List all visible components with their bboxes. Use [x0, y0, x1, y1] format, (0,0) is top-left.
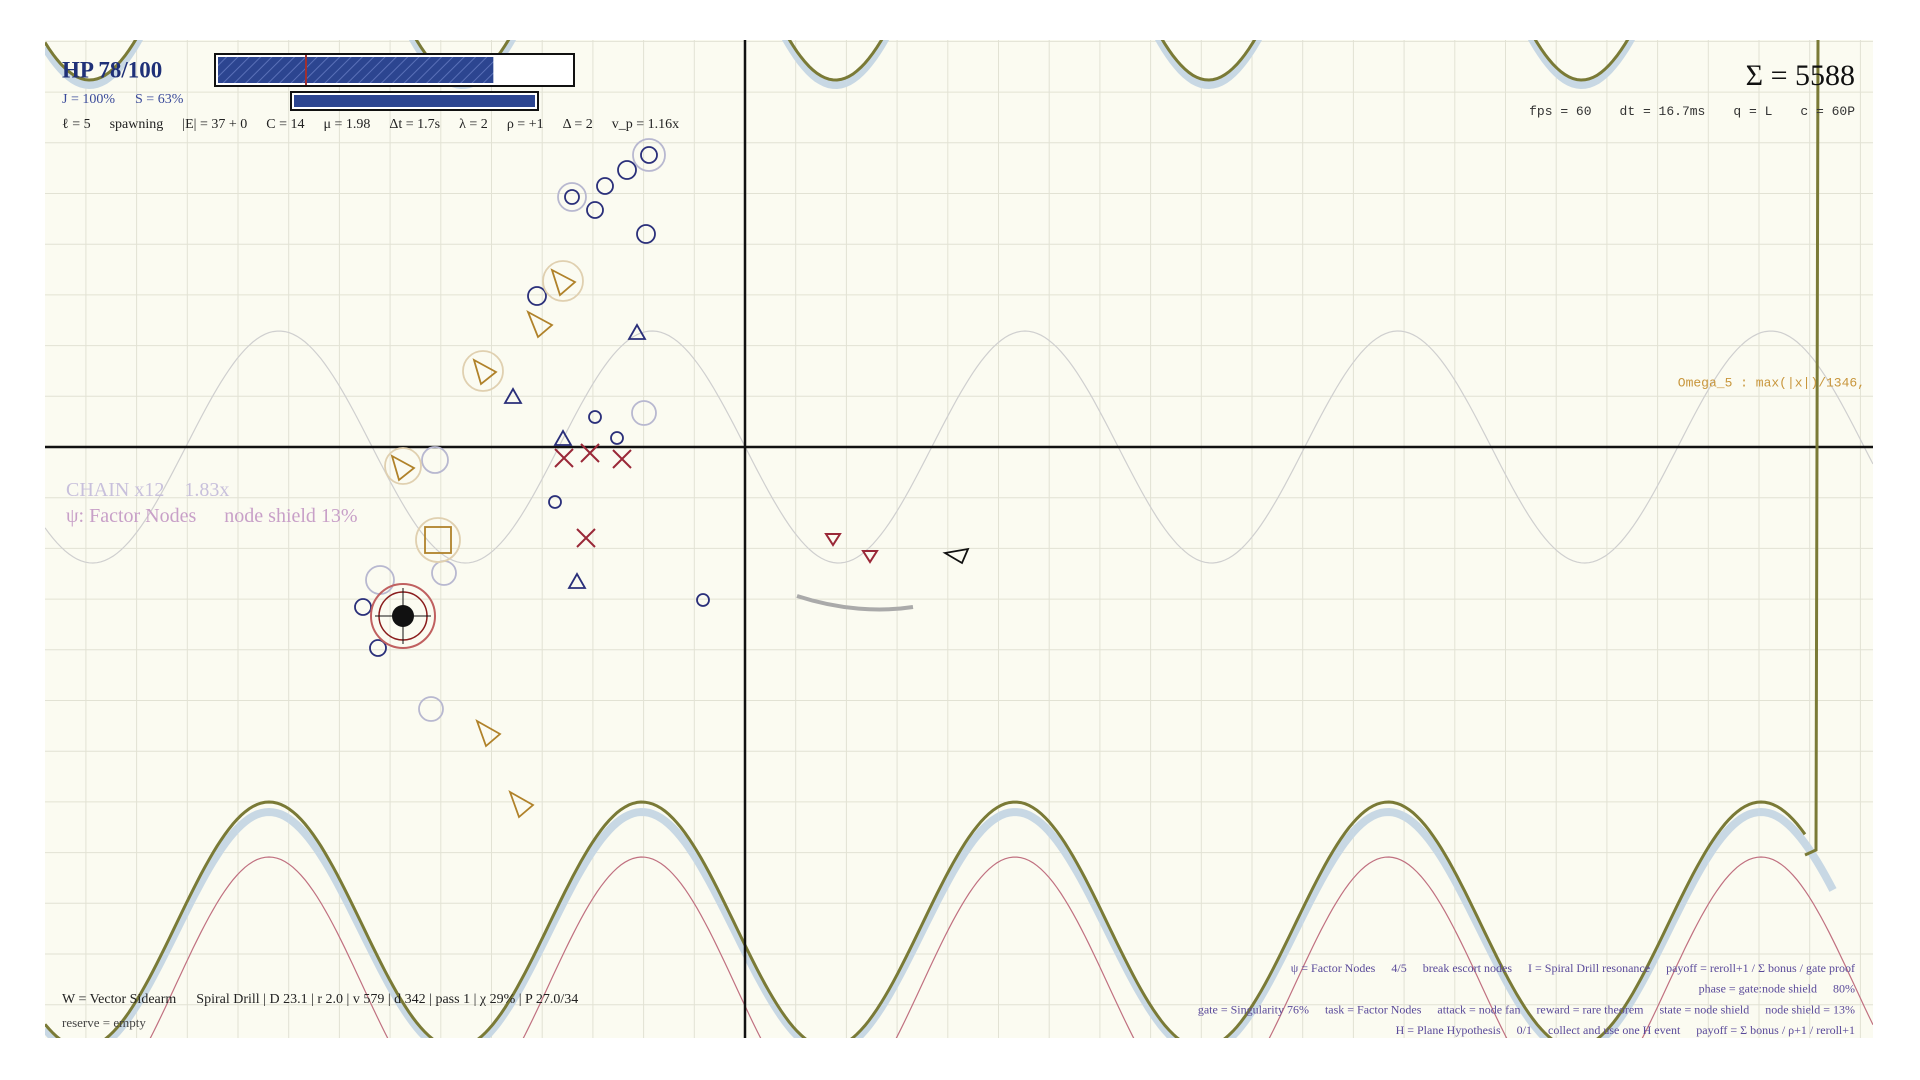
- shield: node shield 13%: [224, 505, 357, 527]
- weapon-line: W = Vector Sidearm Spiral Drill | D 23.1 …: [62, 992, 578, 1007]
- arena: [45, 40, 1873, 1038]
- stat: ℓ = 5: [62, 117, 91, 132]
- hp-label: HP 78/100: [62, 57, 162, 82]
- score: Σ = 5588: [1746, 59, 1855, 92]
- objective-item: 0/1: [1517, 1023, 1532, 1037]
- curves: [45, 40, 1873, 1038]
- objective-item: break escort nodes: [1423, 961, 1513, 975]
- omega-formula: Omega_5 : max(|x|)/1346,: [1678, 375, 1865, 390]
- chain-multiplier: 1.83x: [184, 479, 229, 501]
- objective-item: task = Factor Nodes: [1325, 1002, 1422, 1016]
- enemies: [354, 138, 970, 819]
- stat: μ = 1.98: [323, 117, 370, 132]
- objective-line: phase = gate:node shield 80%: [1699, 981, 1855, 995]
- perf-stat: c = 60P: [1800, 104, 1855, 119]
- objective-item: H = Plane Hypothesis: [1396, 1023, 1501, 1037]
- objective-item: payoff = Σ bonus / ρ+1 / reroll+1: [1696, 1023, 1855, 1037]
- player: [370, 583, 436, 649]
- objective-line: ψ = Factor Nodes 4/5 break escort nodes I =…: [1291, 961, 1855, 975]
- weapon: W = Vector Sidearm: [62, 992, 176, 1007]
- wave: [149, 856, 1873, 1038]
- objective-item: collect and use one H event: [1548, 1023, 1681, 1037]
- wave: [45, 40, 1636, 90]
- wave: [45, 807, 1837, 1038]
- stat: λ = 2: [459, 117, 488, 132]
- stat: S = 63%: [135, 92, 184, 107]
- objective-item: 4/5: [1391, 961, 1406, 975]
- stat: ρ = +1: [507, 117, 544, 132]
- objective-line: gate = Singularity 76% task = Factor Node…: [1198, 1002, 1855, 1016]
- objective-item: 80%: [1833, 981, 1855, 995]
- wave: [45, 40, 1630, 82]
- perf-stat: dt = 16.7ms: [1620, 104, 1706, 119]
- objective-item: node shield = 13%: [1765, 1002, 1855, 1016]
- wave: [45, 330, 1873, 564]
- stat: v_p = 1.16x: [612, 117, 679, 132]
- stats-1: J = 100% S = 63%: [62, 92, 184, 107]
- objective-item: state = node shield: [1659, 1002, 1749, 1016]
- chain: CHAIN x12 1.83x: [66, 479, 229, 501]
- objectives: ψ = Factor Nodes 4/5 break escort nodes I =…: [1198, 961, 1855, 1037]
- stat: Δ = 2: [563, 117, 593, 132]
- stat: |E| = 37 + 0: [182, 117, 247, 132]
- perf-stat: fps = 60: [1529, 104, 1591, 119]
- shield-bar-fill: [294, 95, 535, 107]
- perf-stats: fps = 60 dt = 16.7ms q = L c = 60P: [1529, 104, 1855, 119]
- objective-item: I = Spiral Drill resonance: [1528, 961, 1650, 975]
- perf-stat: q = L: [1733, 104, 1772, 119]
- objective-item: phase = gate:node shield: [1699, 981, 1817, 995]
- objective: ψ: Factor Nodes: [66, 505, 196, 527]
- objective-item: gate = Singularity 76%: [1198, 1002, 1309, 1016]
- boundary-wall: [1804, 39, 1820, 857]
- objective-item: payoff = reroll+1 / Σ bonus / gate proof: [1666, 961, 1855, 975]
- stat: J = 100%: [62, 92, 115, 107]
- stat: C = 14: [266, 117, 304, 132]
- objective-line: H = Plane Hypothesis 0/1 collect and use o…: [1396, 1023, 1855, 1037]
- stats-2: ℓ = 5 spawning |E| = 37 + 0 C = 14 μ = 1.98 Δ…: [62, 117, 679, 132]
- objective-item: ψ = Factor Nodes: [1291, 961, 1376, 975]
- weapon-stats: Spiral Drill | D 23.1 | r 2.0 | v 579 | …: [196, 992, 578, 1007]
- wave: [45, 800, 1807, 1038]
- stat: spawning: [110, 117, 164, 132]
- stat: Δt = 1.7s: [389, 117, 440, 132]
- objective-item: attack = node fan: [1437, 1002, 1520, 1016]
- chain-combo: CHAIN x12: [66, 479, 164, 501]
- chain-objective: ψ: Factor Nodes node shield 13%: [66, 505, 358, 527]
- hp-bar-fill: [218, 57, 494, 83]
- reserve: reserve = empty: [62, 1015, 146, 1030]
- objective-item: reward = rare theorem: [1536, 1002, 1644, 1016]
